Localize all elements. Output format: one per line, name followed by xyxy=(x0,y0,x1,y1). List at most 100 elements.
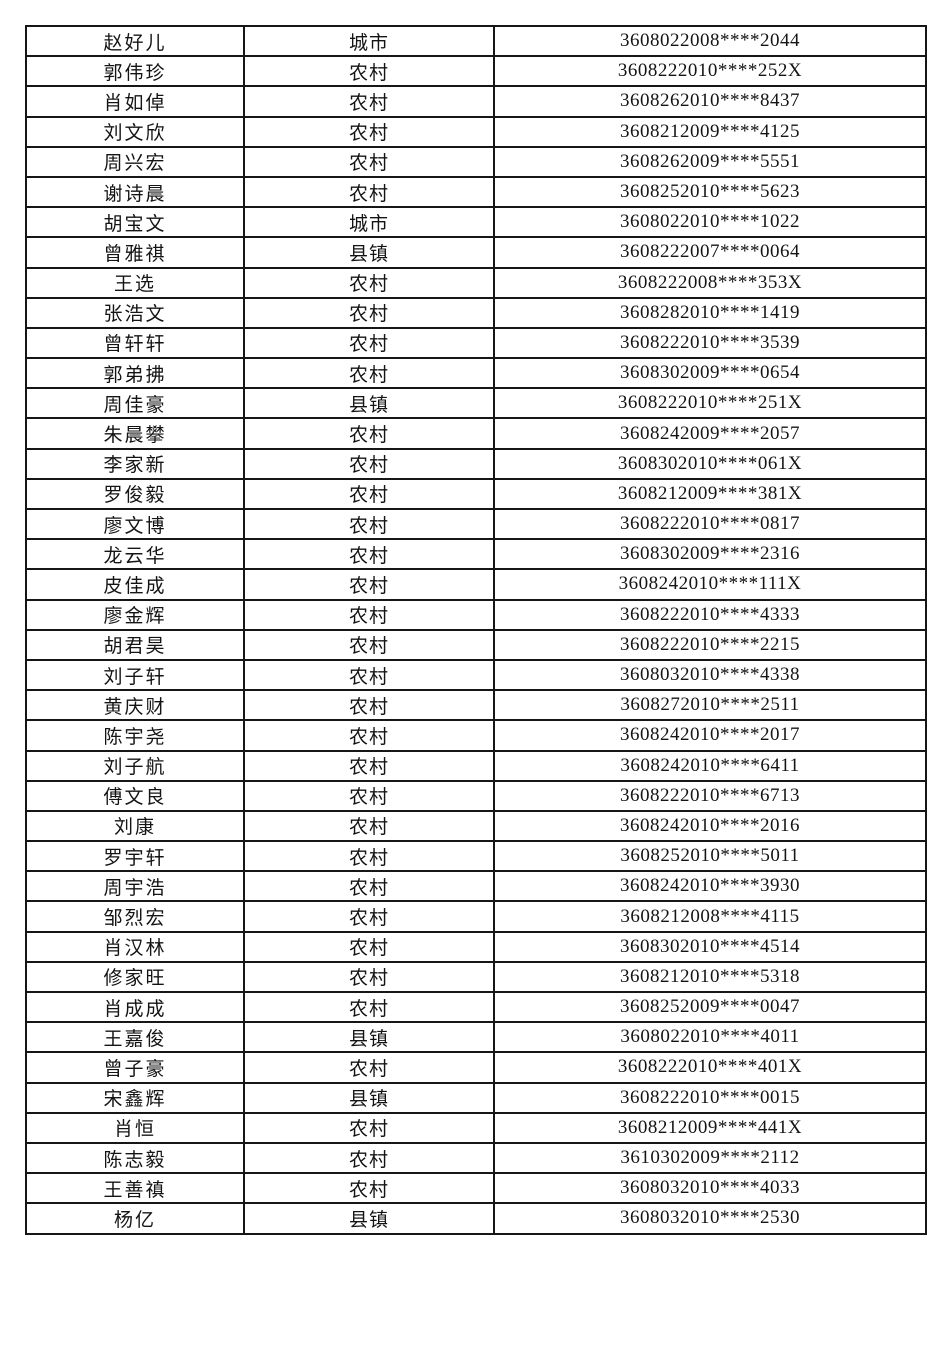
name-cell: 肖成成 xyxy=(25,990,245,1024)
name-cell: 陈宇尧 xyxy=(25,719,245,752)
name-cell: 皮佳成 xyxy=(25,568,245,601)
area-type-cell: 县镇 xyxy=(243,1202,495,1235)
area-type-cell: 农村 xyxy=(243,417,495,450)
id-number-cell: 3608242010****3930 xyxy=(493,870,927,903)
id-number-cell: 3608222010****3539 xyxy=(493,326,927,360)
table-row: 李家新 农村 3608302010****061X xyxy=(25,447,927,480)
name-cell: 宋鑫辉 xyxy=(25,1081,245,1114)
id-number-cell: 3608022010****4011 xyxy=(493,1021,927,1054)
student-roster-table: 赵好儿 城市 3608022008****2044 郭伟珍 农村 3608222010**… xyxy=(25,24,927,1235)
area-type-cell: 农村 xyxy=(243,175,495,209)
name-cell: 刘子航 xyxy=(25,749,245,782)
table-row: 罗俊毅 农村 3608212009****381X xyxy=(25,477,927,511)
area-type-cell: 农村 xyxy=(243,990,495,1024)
id-number-cell: 3608222010****251X xyxy=(493,387,927,420)
area-type-cell: 农村 xyxy=(243,900,495,933)
area-type-cell: 农村 xyxy=(243,749,495,782)
id-number-cell: 3608222008****353X xyxy=(493,266,927,299)
table-row: 廖金辉 农村 3608222010****4333 xyxy=(25,598,927,631)
area-type-cell: 农村 xyxy=(243,809,495,843)
name-cell: 黄庆财 xyxy=(25,689,245,722)
id-number-cell: 3608222010****4333 xyxy=(493,598,927,631)
table-row: 陈志毅 农村 3610302009****2112 xyxy=(25,1141,927,1175)
table-row: 王善禛 农村 3608032010****4033 xyxy=(25,1172,927,1205)
area-type-cell: 农村 xyxy=(243,779,495,812)
table-row: 周兴宏 农村 3608262009****5551 xyxy=(25,145,927,178)
name-cell: 杨亿 xyxy=(25,1202,245,1235)
area-type-cell: 农村 xyxy=(243,477,495,511)
name-cell: 胡君昊 xyxy=(25,628,245,661)
name-cell: 郭伟珍 xyxy=(25,55,245,88)
area-type-cell: 农村 xyxy=(243,55,495,88)
table-row: 宋鑫辉 县镇 3608222010****0015 xyxy=(25,1081,927,1114)
table-row: 郭弟拂 农村 3608302009****0654 xyxy=(25,357,927,390)
area-type-cell: 县镇 xyxy=(243,236,495,269)
area-type-cell: 农村 xyxy=(243,960,495,994)
table-row: 王嘉俊 县镇 3608022010****4011 xyxy=(25,1021,927,1054)
name-cell: 王嘉俊 xyxy=(25,1021,245,1054)
id-number-cell: 3608222010****401X xyxy=(493,1051,927,1084)
area-type-cell: 农村 xyxy=(243,870,495,903)
id-number-cell: 3608222010****0817 xyxy=(493,507,927,541)
area-type-cell: 农村 xyxy=(243,357,495,390)
area-type-cell: 农村 xyxy=(243,628,495,661)
area-type-cell: 农村 xyxy=(243,447,495,480)
area-type-cell: 农村 xyxy=(243,689,495,722)
id-number-cell: 3608272010****2511 xyxy=(493,689,927,722)
name-cell: 罗俊毅 xyxy=(25,477,245,511)
table-row: 胡宝文 城市 3608022010****1022 xyxy=(25,206,927,239)
id-number-cell: 3608302010****061X xyxy=(493,447,927,480)
table-row: 曾子豪 农村 3608222010****401X xyxy=(25,1051,927,1084)
id-number-cell: 3608302010****4514 xyxy=(493,930,927,963)
table-row: 周宇浩 农村 3608242010****3930 xyxy=(25,870,927,903)
id-number-cell: 3608252009****0047 xyxy=(493,990,927,1024)
id-number-cell: 3608032010****2530 xyxy=(493,1202,927,1235)
name-cell: 肖汉林 xyxy=(25,930,245,963)
name-cell: 胡宝文 xyxy=(25,206,245,239)
area-type-cell: 县镇 xyxy=(243,1081,495,1114)
table-row: 廖文博 农村 3608222010****0817 xyxy=(25,507,927,541)
table-row: 肖汉林 农村 3608302010****4514 xyxy=(25,930,927,963)
area-type-cell: 县镇 xyxy=(243,387,495,420)
table-row: 郭伟珍 农村 3608222010****252X xyxy=(25,55,927,88)
area-type-cell: 农村 xyxy=(243,296,495,329)
table-row: 修家旺 农村 3608212010****5318 xyxy=(25,960,927,994)
table-row: 肖如倬 农村 3608262010****8437 xyxy=(25,85,927,118)
id-number-cell: 3608262009****5551 xyxy=(493,145,927,178)
id-number-cell: 3608242010****2016 xyxy=(493,809,927,843)
id-number-cell: 3608032010****4033 xyxy=(493,1172,927,1205)
area-type-cell: 城市 xyxy=(243,24,495,58)
table-row: 张浩文 农村 3608282010****1419 xyxy=(25,296,927,329)
id-number-cell: 3608212009****4125 xyxy=(493,115,927,148)
name-cell: 邹烈宏 xyxy=(25,900,245,933)
name-cell: 赵好儿 xyxy=(25,24,245,58)
id-number-cell: 3608212008****4115 xyxy=(493,900,927,933)
area-type-cell: 县镇 xyxy=(243,1021,495,1054)
id-number-cell: 3608282010****1419 xyxy=(493,296,927,329)
area-type-cell: 农村 xyxy=(243,568,495,601)
table-row: 赵好儿 城市 3608022008****2044 xyxy=(25,24,927,58)
name-cell: 龙云华 xyxy=(25,538,245,571)
name-cell: 修家旺 xyxy=(25,960,245,994)
name-cell: 郭弟拂 xyxy=(25,357,245,390)
table-row: 刘子航 农村 3608242010****6411 xyxy=(25,749,927,782)
area-type-cell: 城市 xyxy=(243,206,495,239)
id-number-cell: 3608222010****0015 xyxy=(493,1081,927,1114)
name-cell: 廖文博 xyxy=(25,507,245,541)
table-row: 刘子轩 农村 3608032010****4338 xyxy=(25,658,927,692)
area-type-cell: 农村 xyxy=(243,538,495,571)
table-row: 黄庆财 农村 3608272010****2511 xyxy=(25,689,927,722)
id-number-cell: 3610302009****2112 xyxy=(493,1141,927,1175)
area-type-cell: 农村 xyxy=(243,658,495,692)
name-cell: 朱晨攀 xyxy=(25,417,245,450)
name-cell: 周兴宏 xyxy=(25,145,245,178)
area-type-cell: 农村 xyxy=(243,326,495,360)
table-row: 肖恒 农村 3608212009****441X xyxy=(25,1111,927,1144)
table-row: 罗宇轩 农村 3608252010****5011 xyxy=(25,840,927,873)
name-cell: 周宇浩 xyxy=(25,870,245,903)
area-type-cell: 农村 xyxy=(243,598,495,631)
id-number-cell: 3608212009****441X xyxy=(493,1111,927,1144)
id-number-cell: 3608022010****1022 xyxy=(493,206,927,239)
id-number-cell: 3608302009****2316 xyxy=(493,538,927,571)
table-row: 杨亿 县镇 3608032010****2530 xyxy=(25,1202,927,1235)
